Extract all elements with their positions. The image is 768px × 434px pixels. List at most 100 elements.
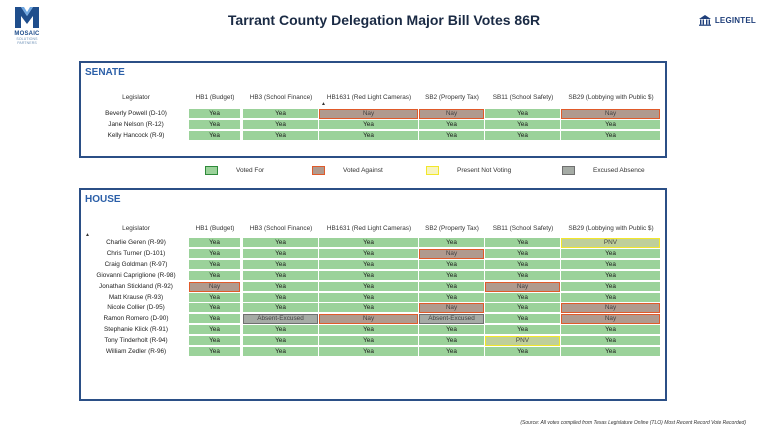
house-vote-cell: Yea xyxy=(319,325,418,336)
senate-heading: SENATE xyxy=(85,67,125,78)
senate-vote-cell: Yea xyxy=(319,130,418,141)
sort-ascending-icon[interactable]: ▲ xyxy=(85,232,90,238)
house-vote-cell: Yea xyxy=(561,325,660,336)
house-legislator-name: Ramon Romero (D-90) xyxy=(103,315,169,323)
senate-legislator-name: Kelly Hancock (R-9) xyxy=(107,131,165,139)
house-vote-cell: PNV xyxy=(485,336,560,347)
house-vote-cell: Yea xyxy=(243,347,318,357)
house-vote-cell: Yea xyxy=(419,281,484,292)
senate-vote-cell: Nay xyxy=(319,109,418,119)
house-vote-cell: Yea xyxy=(319,292,418,303)
senate-column-header[interactable]: SB2 (Property Tax) xyxy=(425,94,479,101)
senate-vote-cell: Yea xyxy=(189,119,240,130)
house-vote-cell: Yea xyxy=(189,259,240,270)
legend-label: Voted For xyxy=(236,167,265,174)
senate-vote-cell: Yea xyxy=(319,119,418,130)
house-vote-cell: Yea xyxy=(243,248,318,259)
senate-vote-cell: Yea xyxy=(419,119,484,130)
house-vote-cell: Yea xyxy=(561,281,660,292)
house-vote-cell: Yea xyxy=(561,270,660,281)
house-vote-cell: Yea xyxy=(485,238,560,248)
legend-item: Voted Against xyxy=(312,166,383,175)
house-column-header[interactable]: HB1631 (Red Light Cameras) xyxy=(326,225,412,232)
house-vote-cell: Yea xyxy=(561,347,660,357)
capitol-building-icon xyxy=(698,15,711,26)
senate-vote-cell: Yea xyxy=(561,119,660,130)
house-vote-cell: Yea xyxy=(319,281,418,292)
mosaic-logo: MOSAIC SOLUTIONS PARTNERS xyxy=(10,4,44,48)
senate-legislator-name: Jane Nelson (R-12) xyxy=(108,120,164,128)
senate-column-header[interactable]: HB1631 (Red Light Cameras) xyxy=(326,94,412,101)
legend-swatch xyxy=(312,166,325,175)
legend-item: Voted For xyxy=(205,166,264,175)
vote-legend: Voted For Voted Against Present Not Voting… xyxy=(0,166,768,178)
house-column-header[interactable]: SB11 (School Safety) xyxy=(492,225,554,232)
house-vote-cell: Yea xyxy=(243,336,318,347)
house-heading: HOUSE xyxy=(85,194,121,205)
legend-label: Excused Absence xyxy=(593,167,645,174)
senate-column-header[interactable]: SB11 (School Safety) xyxy=(492,94,554,101)
house-column-header[interactable]: HB3 (School Finance) xyxy=(249,225,313,232)
house-vote-cell: Yea xyxy=(319,248,418,259)
mosaic-m-icon xyxy=(13,4,41,30)
house-vote-cell: Yea xyxy=(561,292,660,303)
legend-swatch xyxy=(426,166,439,175)
house-legislator-name: Nicole Collier (D-95) xyxy=(107,304,165,312)
house-vote-cell: Yea xyxy=(419,270,484,281)
house-vote-cell: Yea xyxy=(243,270,318,281)
senate-panel: SENATE Legislator HB1 (Budget) HB3 (School… xyxy=(79,61,667,158)
senate-vote-cell: Yea xyxy=(485,119,560,130)
senate-vote-cell: Yea xyxy=(243,109,318,119)
mosaic-logo-sub: SOLUTIONS PARTNERS xyxy=(16,37,38,45)
house-vote-cell: Yea xyxy=(485,292,560,303)
senate-vote-cell: Yea xyxy=(485,130,560,141)
house-vote-cell: Yea xyxy=(189,303,240,314)
house-vote-cell: Yea xyxy=(243,281,318,292)
house-column-header[interactable]: Legislator xyxy=(122,225,150,232)
senate-vote-cell: Yea xyxy=(561,130,660,141)
house-vote-cell: Nay xyxy=(319,314,418,325)
house-vote-cell: Yea xyxy=(319,336,418,347)
house-vote-cell: Yea xyxy=(485,325,560,336)
house-vote-cell: Yea xyxy=(189,336,240,347)
legend-label: Present Not Voting xyxy=(457,167,512,174)
house-vote-cell: Yea xyxy=(189,292,240,303)
senate-vote-cell: Yea xyxy=(419,130,484,141)
house-vote-cell: Yea xyxy=(419,347,484,357)
house-legislator-name: Stephanie Klick (R-91) xyxy=(104,326,168,334)
legend-swatch xyxy=(562,166,575,175)
house-vote-cell: Yea xyxy=(485,259,560,270)
senate-column-header[interactable]: Legislator xyxy=(122,94,150,101)
senate-column-header[interactable]: HB3 (School Finance) xyxy=(249,94,313,101)
house-vote-cell: Absent-Excused xyxy=(243,314,318,325)
sort-ascending-icon[interactable]: ▲ xyxy=(321,101,326,107)
legend-swatch xyxy=(205,166,218,175)
legend-item: Excused Absence xyxy=(562,166,645,175)
house-vote-cell: Yea xyxy=(243,238,318,248)
senate-vote-cell: Yea xyxy=(189,130,240,141)
house-vote-cell: Absent-Excused xyxy=(419,314,484,325)
senate-column-header[interactable]: HB1 (Budget) xyxy=(195,94,235,101)
house-panel: HOUSE Legislator HB1 (Budget) HB3 (School … xyxy=(79,188,667,401)
legend-item: Present Not Voting xyxy=(426,166,511,175)
house-column-header[interactable]: HB1 (Budget) xyxy=(195,225,235,232)
senate-vote-cell: Yea xyxy=(243,130,318,141)
house-vote-cell: Yea xyxy=(485,347,560,357)
house-legislator-name: Chris Turner (D-101) xyxy=(106,249,166,257)
senate-legislator-name: Beverly Powell (D-10) xyxy=(105,110,167,117)
legend-label: Voted Against xyxy=(343,167,383,174)
source-note: (Source: All votes compiled from Texas L… xyxy=(520,420,746,426)
house-vote-cell: Nay xyxy=(419,248,484,259)
senate-column-header[interactable]: SB29 (Lobbying with Public $) xyxy=(568,94,654,101)
house-vote-cell: Yea xyxy=(419,325,484,336)
house-column-header[interactable]: SB2 (Property Tax) xyxy=(425,225,479,232)
house-vote-cell: Yea xyxy=(243,259,318,270)
house-vote-cell: Yea xyxy=(319,347,418,357)
senate-vote-cell: Nay xyxy=(561,109,660,119)
house-vote-cell: Yea xyxy=(319,259,418,270)
senate-vote-cell: Yea xyxy=(189,109,240,119)
house-legislator-name: Charlie Geren (R-99) xyxy=(106,239,166,246)
house-vote-cell: Yea xyxy=(485,314,560,325)
house-column-header[interactable]: SB29 (Lobbying with Public $) xyxy=(568,225,654,232)
house-vote-cell: Yea xyxy=(189,270,240,281)
